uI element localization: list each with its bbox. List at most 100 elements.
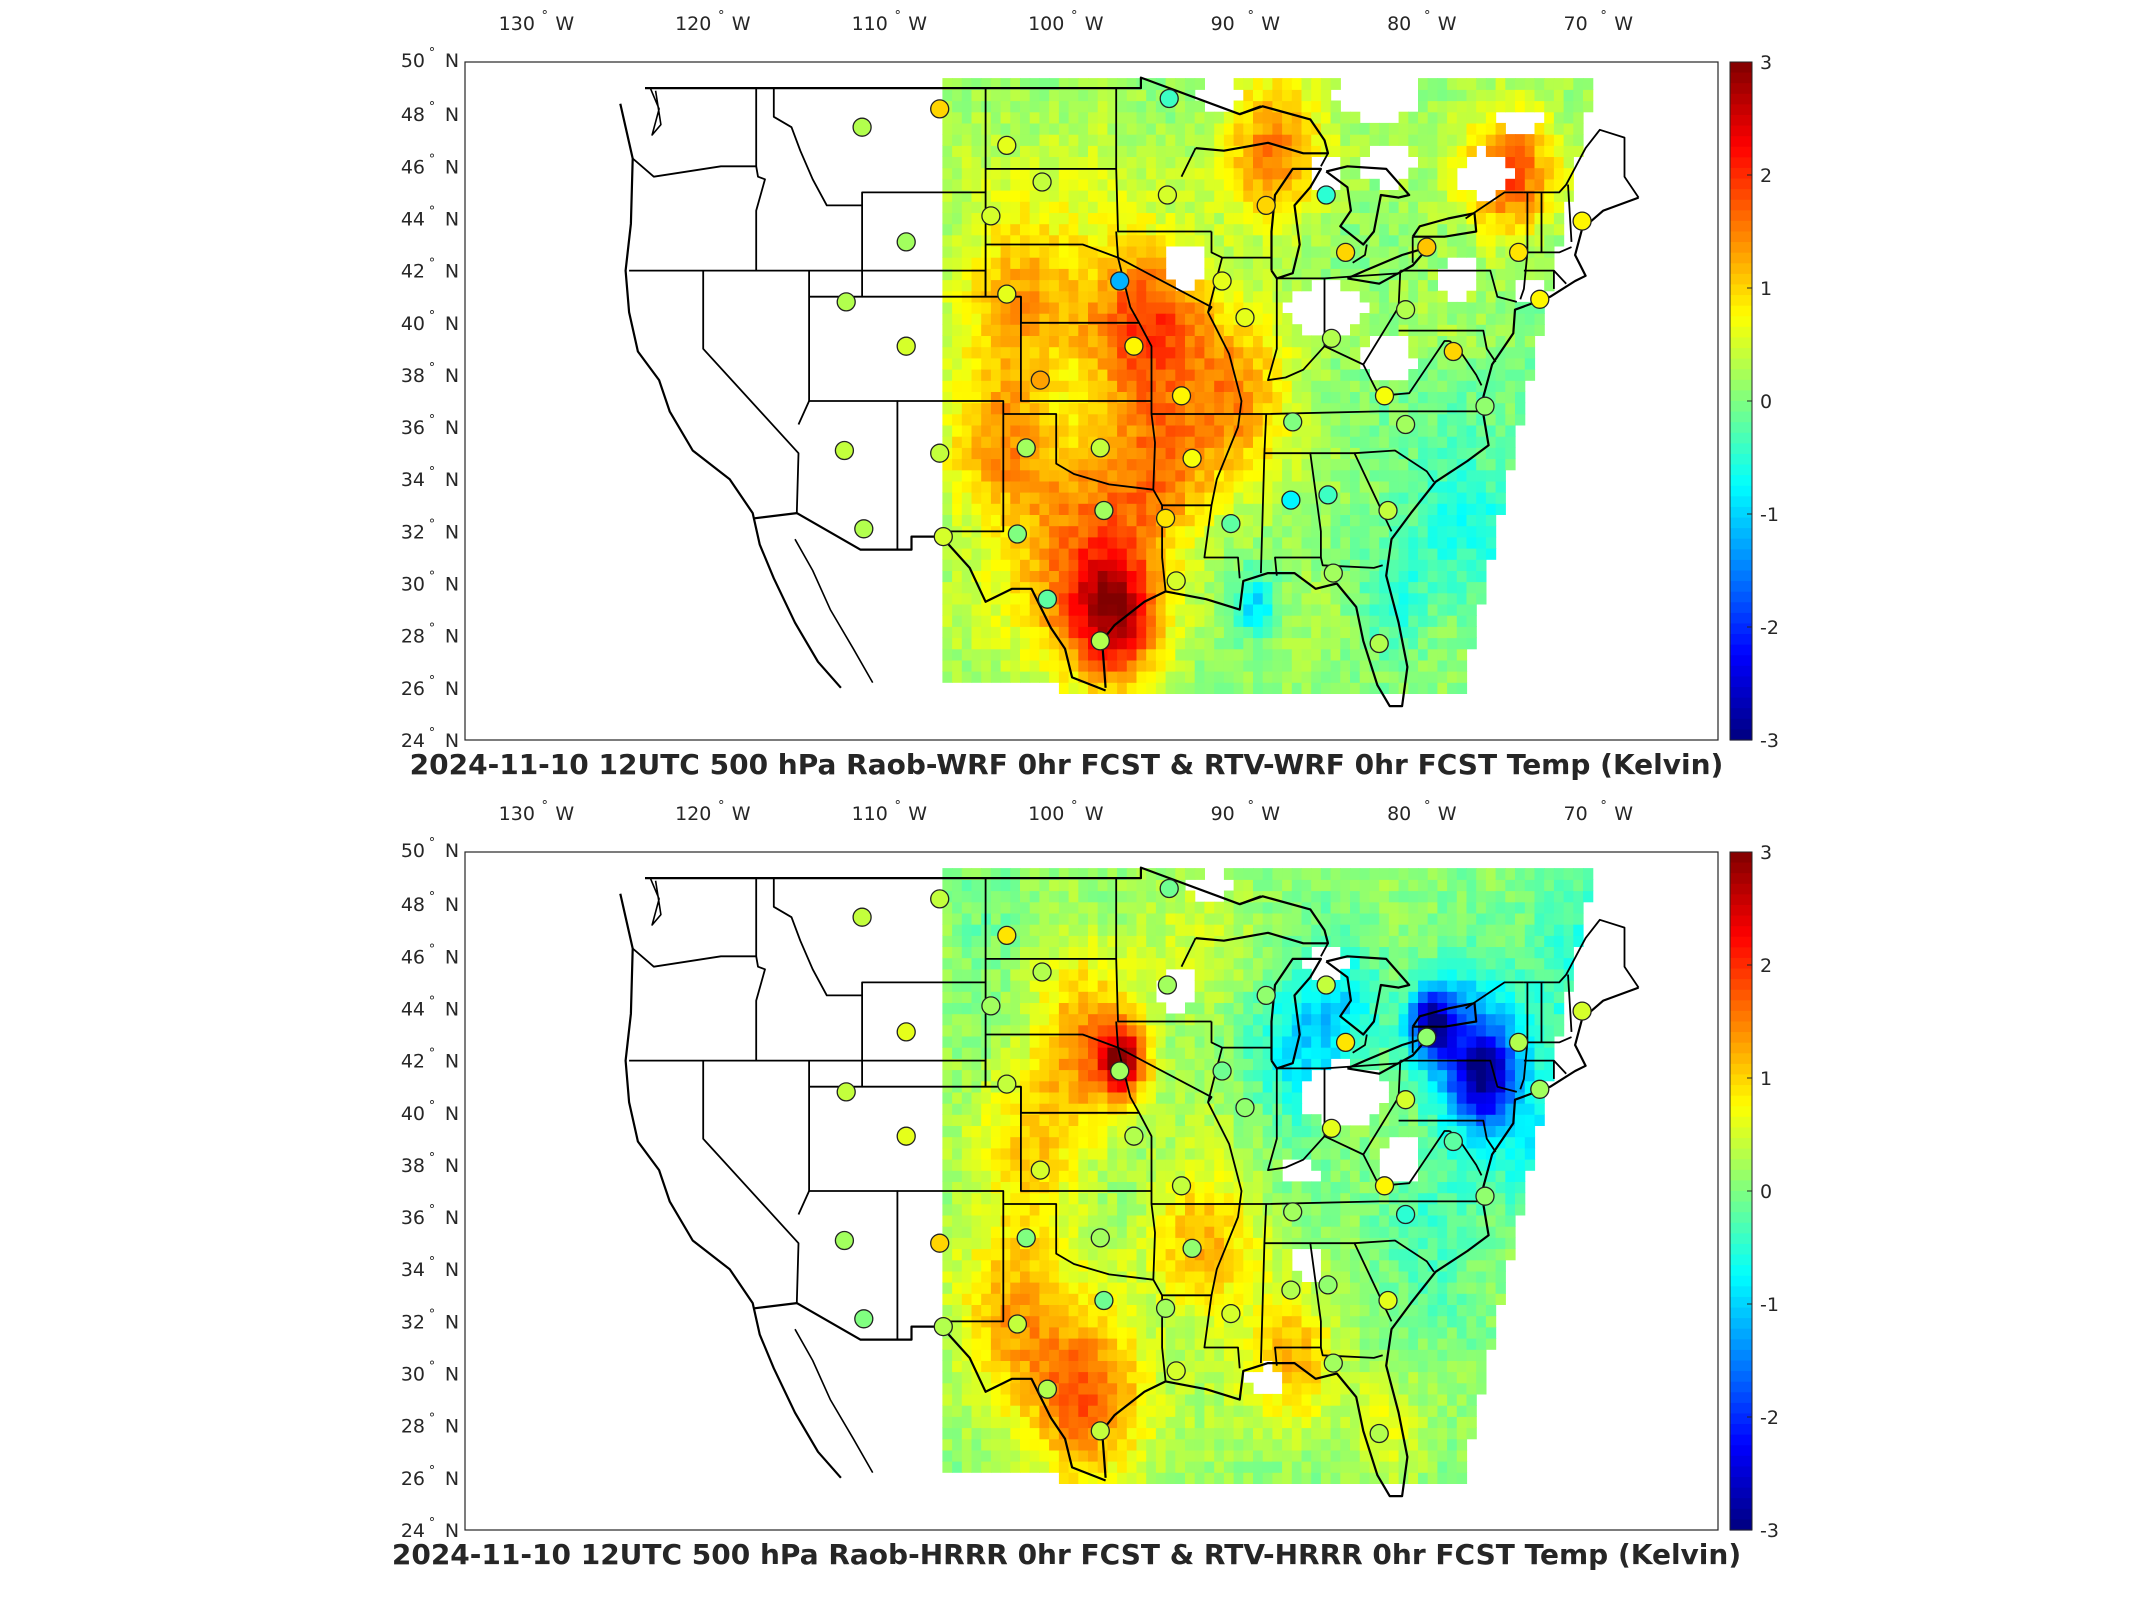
colorbar-swatch [1730, 1095, 1752, 1107]
raob-station-marker [1316, 185, 1336, 205]
lat-hemisphere: N [445, 1103, 459, 1125]
lat-hemisphere: N [445, 999, 459, 1021]
raob-station-marker [1182, 1238, 1202, 1259]
lat-hemisphere: N [445, 50, 459, 72]
colorbar-tick-label: 3 [1760, 842, 1772, 864]
raob-station-marker [930, 1233, 950, 1253]
raob-station-marker [1090, 631, 1110, 651]
lat-hemisphere: N [445, 365, 459, 387]
lat-hemisphere: N [445, 894, 459, 916]
lat-tick-label: 40 [401, 313, 425, 335]
raob-station-marker [1212, 1061, 1232, 1081]
colorbar-swatch [1730, 199, 1752, 211]
colorbar-swatch [1730, 718, 1752, 730]
raob-station-marker [1335, 1032, 1356, 1053]
lat-hemisphere: N [445, 1416, 459, 1438]
raob-station-marker [1159, 88, 1179, 109]
colorbar-swatch [1730, 1010, 1752, 1023]
raob-station-marker [1395, 300, 1416, 320]
colorbar-swatch [1730, 1349, 1752, 1362]
lon-hemisphere: W [1261, 803, 1280, 825]
lat-hemisphere: N [445, 1468, 459, 1490]
colorbar-swatch [1730, 936, 1752, 948]
colorbar-swatch [1730, 602, 1752, 614]
lat-hemisphere: N [445, 104, 459, 126]
colorbar-swatch [1730, 947, 1752, 959]
colorbar-tick-label: 2 [1760, 165, 1772, 187]
colorbar-swatch [1730, 1106, 1752, 1118]
lat-degree-mark: ° [429, 1516, 436, 1531]
colorbar-swatch [1730, 655, 1752, 667]
colorbar-swatch [1730, 894, 1752, 906]
colorbar-swatch [1730, 464, 1752, 476]
lon-hemisphere: W [908, 13, 927, 35]
raob-station-marker [1110, 271, 1130, 291]
lon-degree-mark: ° [894, 9, 901, 24]
colorbar-swatch [1730, 411, 1752, 423]
lat-degree-mark: ° [429, 1047, 436, 1062]
colorbar-swatch [1730, 1138, 1752, 1150]
raob-station-marker [1094, 1290, 1114, 1311]
colorbar-swatch [1730, 1159, 1752, 1171]
lat-tick-label: 38 [401, 365, 425, 387]
lat-tick-label: 26 [401, 678, 425, 700]
colorbar-swatch [1730, 157, 1752, 169]
colorbar-swatch [1730, 1434, 1752, 1446]
lat-tick-label: 50 [401, 50, 425, 72]
lon-tick-label: 90 [1211, 803, 1235, 825]
colorbar-swatch [1730, 125, 1752, 137]
lat-hemisphere: N [445, 1155, 459, 1177]
lat-tick-label: 44 [401, 209, 425, 231]
raob-station-marker [1475, 1186, 1495, 1206]
lat-tick-label: 24 [401, 730, 425, 752]
colorbar-swatch [1730, 591, 1752, 603]
lon-hemisphere: W [555, 803, 574, 825]
raob-station-marker [854, 519, 874, 539]
lat-hemisphere: N [445, 1051, 459, 1073]
colorbar-swatch [1730, 475, 1752, 487]
lat-degree-mark: ° [429, 152, 436, 167]
lon-hemisphere: W [1614, 13, 1633, 35]
raob-station-marker [1124, 1126, 1144, 1146]
lat-tick-label: 48 [401, 894, 425, 916]
colorbar-swatch [1730, 570, 1752, 582]
raob-station-marker [1155, 1298, 1176, 1318]
raob-station-marker [1323, 1353, 1343, 1373]
lon-degree-mark: ° [1071, 799, 1078, 814]
colorbar-swatch [1730, 506, 1752, 519]
raob-station-marker [1335, 242, 1356, 263]
lon-hemisphere: W [732, 803, 751, 825]
colorbar-swatch [1730, 358, 1752, 370]
lat-hemisphere: N [445, 417, 459, 439]
raob-station-marker [1166, 571, 1186, 591]
lat-hemisphere: N [445, 521, 459, 543]
raob-station-marker [836, 292, 856, 312]
lat-tick-label: 40 [401, 1103, 425, 1125]
raob-station-marker [1508, 242, 1529, 263]
lon-tick-label: 90 [1211, 13, 1235, 35]
lat-degree-mark: ° [429, 1307, 436, 1322]
colorbar-swatch [1730, 581, 1752, 593]
lat-hemisphere: N [445, 678, 459, 700]
raob-station-marker [997, 284, 1017, 304]
colorbar-swatch [1730, 1381, 1752, 1393]
lon-tick-label: 130 [499, 803, 535, 825]
colorbar-swatch [1730, 295, 1752, 307]
lat-hemisphere: N [445, 730, 459, 752]
raob-station-marker [1417, 1027, 1437, 1047]
colorbar-swatch [1730, 1360, 1752, 1372]
colorbar-swatch [1730, 242, 1752, 254]
raob-station-marker [1417, 237, 1437, 257]
colorbar-swatch [1730, 348, 1752, 360]
lat-tick-label: 28 [401, 1416, 425, 1438]
colorbar-swatch [1730, 1286, 1752, 1298]
colorbar-swatch [1730, 379, 1752, 391]
colorbar-swatch [1730, 1328, 1752, 1340]
raob-station-marker [1235, 1097, 1255, 1118]
raob-station-marker [981, 206, 1001, 226]
lon-degree-mark: ° [1424, 9, 1431, 24]
colorbar-swatch [1730, 1233, 1752, 1245]
lat-degree-mark: ° [429, 570, 436, 585]
colorbar-swatch [1730, 1402, 1752, 1415]
colorbar-swatch [1730, 926, 1752, 938]
